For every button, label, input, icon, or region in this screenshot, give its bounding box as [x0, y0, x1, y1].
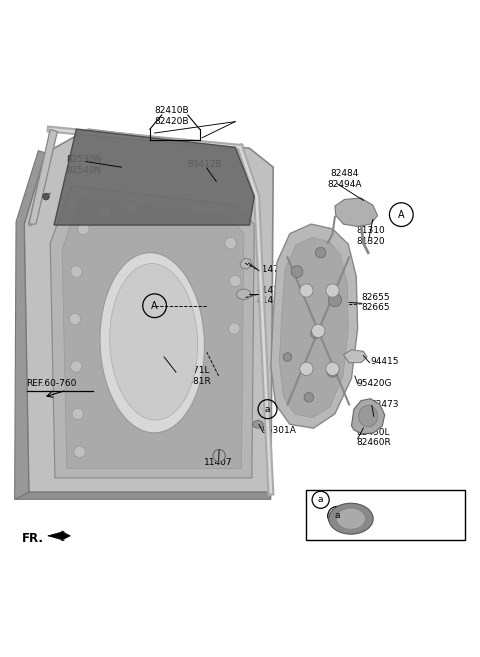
Text: 83412B: 83412B: [188, 160, 222, 170]
Text: A: A: [151, 301, 158, 311]
Ellipse shape: [237, 289, 251, 300]
Circle shape: [228, 323, 240, 334]
Text: 82410B
82420B: 82410B 82420B: [154, 106, 189, 125]
Polygon shape: [29, 129, 57, 224]
Circle shape: [326, 362, 339, 375]
Text: 81477: 81477: [257, 265, 285, 274]
Polygon shape: [335, 198, 378, 227]
Ellipse shape: [315, 248, 326, 258]
FancyBboxPatch shape: [306, 490, 466, 539]
Polygon shape: [351, 399, 384, 434]
Polygon shape: [240, 258, 252, 269]
Ellipse shape: [110, 263, 198, 420]
Text: FR.: FR.: [22, 532, 44, 545]
Polygon shape: [14, 492, 271, 499]
Text: REF.60-760: REF.60-760: [26, 379, 77, 388]
Text: 96301A: 96301A: [261, 426, 296, 435]
Circle shape: [69, 313, 81, 325]
Text: 81471A
81481B: 81471A 81481B: [257, 286, 291, 305]
Ellipse shape: [253, 420, 263, 428]
Text: 95420G: 95420G: [356, 378, 392, 388]
Text: 82655
82665: 82655 82665: [361, 293, 390, 312]
Circle shape: [74, 446, 85, 457]
Circle shape: [213, 449, 225, 462]
Circle shape: [326, 284, 339, 297]
Circle shape: [300, 362, 313, 375]
Circle shape: [71, 266, 82, 277]
Ellipse shape: [329, 503, 373, 534]
Circle shape: [99, 206, 110, 218]
Circle shape: [78, 223, 89, 235]
Text: 82530N
82540N: 82530N 82540N: [67, 155, 102, 175]
Text: a: a: [265, 405, 270, 414]
Text: 94415: 94415: [371, 357, 399, 366]
Text: 11407: 11407: [204, 458, 233, 466]
Text: 1731JE: 1731JE: [383, 509, 416, 520]
Text: a: a: [335, 511, 340, 520]
Text: 82471L
82481R: 82471L 82481R: [176, 366, 211, 386]
Ellipse shape: [304, 392, 313, 402]
Polygon shape: [279, 237, 348, 418]
Ellipse shape: [328, 294, 342, 307]
Polygon shape: [24, 129, 273, 492]
Polygon shape: [343, 350, 367, 363]
Text: 81310
81320: 81310 81320: [356, 226, 385, 246]
Ellipse shape: [283, 353, 292, 361]
Circle shape: [43, 193, 49, 200]
Polygon shape: [54, 129, 254, 225]
Text: 82473: 82473: [371, 400, 399, 409]
Circle shape: [71, 361, 82, 372]
Polygon shape: [62, 198, 244, 468]
Ellipse shape: [291, 265, 303, 277]
Text: 82450L
82460R: 82450L 82460R: [356, 428, 391, 447]
Polygon shape: [271, 224, 358, 428]
Ellipse shape: [326, 365, 338, 377]
Ellipse shape: [100, 253, 204, 433]
Polygon shape: [50, 186, 254, 478]
Text: 82484
82494A: 82484 82494A: [327, 170, 361, 189]
Ellipse shape: [336, 509, 365, 529]
Text: a: a: [318, 495, 324, 505]
Polygon shape: [48, 533, 64, 539]
Circle shape: [125, 202, 137, 214]
Polygon shape: [48, 531, 71, 541]
Polygon shape: [14, 150, 46, 499]
Circle shape: [300, 284, 313, 297]
Circle shape: [312, 325, 325, 338]
Ellipse shape: [359, 405, 378, 427]
Ellipse shape: [311, 328, 321, 338]
Circle shape: [225, 237, 236, 249]
Text: A: A: [398, 210, 405, 219]
Circle shape: [229, 275, 241, 286]
Circle shape: [72, 408, 84, 420]
